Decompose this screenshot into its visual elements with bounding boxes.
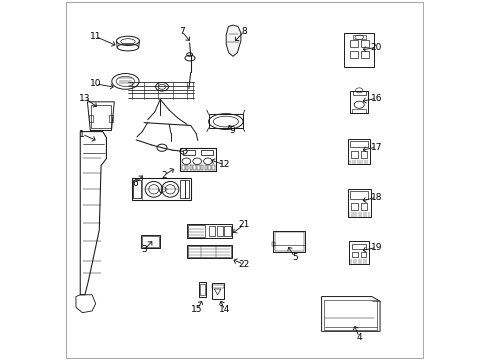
Text: 5: 5 — [291, 253, 297, 262]
Bar — [201, 165, 203, 170]
Bar — [140, 234, 160, 248]
Text: 22: 22 — [238, 260, 249, 269]
Bar — [180, 180, 184, 198]
Bar — [208, 165, 210, 170]
Bar — [142, 236, 159, 247]
Text: 19: 19 — [370, 243, 382, 252]
Bar — [185, 165, 188, 170]
Text: 4: 4 — [356, 333, 361, 342]
Bar — [360, 151, 366, 158]
Bar — [352, 35, 365, 40]
Text: 21: 21 — [238, 220, 249, 229]
Text: 9: 9 — [228, 126, 234, 135]
Bar — [211, 283, 223, 299]
Bar — [208, 226, 215, 236]
Bar — [193, 165, 196, 170]
Bar — [180, 148, 215, 171]
Text: 11: 11 — [90, 32, 101, 41]
Bar — [188, 225, 205, 237]
Bar — [349, 51, 357, 58]
Text: 13: 13 — [79, 94, 90, 103]
Bar — [349, 191, 367, 199]
Bar — [91, 105, 110, 128]
Bar — [349, 140, 367, 147]
Bar — [351, 109, 366, 113]
Text: 17: 17 — [370, 143, 382, 152]
Text: 8: 8 — [241, 27, 247, 36]
Text: 14: 14 — [219, 305, 230, 314]
Bar — [89, 116, 93, 122]
Bar — [199, 284, 204, 296]
Bar — [224, 226, 230, 236]
Polygon shape — [226, 25, 241, 56]
Bar — [131, 178, 190, 201]
Bar — [208, 114, 243, 128]
Bar — [352, 91, 365, 95]
Text: 12: 12 — [219, 161, 230, 170]
Text: 16: 16 — [370, 94, 382, 103]
Bar — [349, 91, 367, 113]
Text: 15: 15 — [191, 305, 203, 314]
Text: 3: 3 — [141, 246, 147, 255]
Bar — [187, 224, 231, 238]
Bar — [348, 241, 368, 264]
Bar — [216, 226, 223, 236]
Text: 20: 20 — [370, 43, 382, 52]
Bar — [182, 165, 184, 170]
Bar — [360, 252, 366, 257]
Bar — [273, 231, 305, 252]
Bar — [360, 203, 366, 211]
Bar — [360, 40, 368, 47]
Bar — [360, 51, 368, 58]
Bar — [188, 246, 230, 257]
Bar — [201, 150, 212, 155]
Bar — [351, 252, 357, 257]
Bar — [211, 285, 223, 288]
Bar — [183, 150, 195, 155]
Bar — [351, 151, 357, 158]
Text: 6: 6 — [132, 179, 138, 188]
Bar — [344, 33, 373, 67]
Text: 2: 2 — [161, 171, 166, 180]
Bar — [198, 282, 205, 297]
Text: 18: 18 — [370, 193, 382, 202]
Bar — [347, 189, 370, 217]
Bar — [212, 165, 214, 170]
Bar — [271, 242, 274, 246]
Bar — [324, 301, 376, 330]
Text: 10: 10 — [90, 80, 101, 89]
Text: 1: 1 — [79, 130, 85, 139]
Bar — [197, 165, 199, 170]
Bar — [185, 180, 188, 198]
Bar — [108, 116, 113, 122]
Bar — [348, 139, 369, 164]
Bar — [349, 40, 357, 47]
Bar — [351, 203, 357, 211]
Bar — [187, 244, 231, 258]
Bar — [351, 244, 366, 249]
Bar — [274, 232, 304, 251]
Text: 7: 7 — [179, 27, 184, 36]
Bar — [204, 165, 207, 170]
Bar — [189, 165, 192, 170]
Bar — [133, 180, 141, 198]
